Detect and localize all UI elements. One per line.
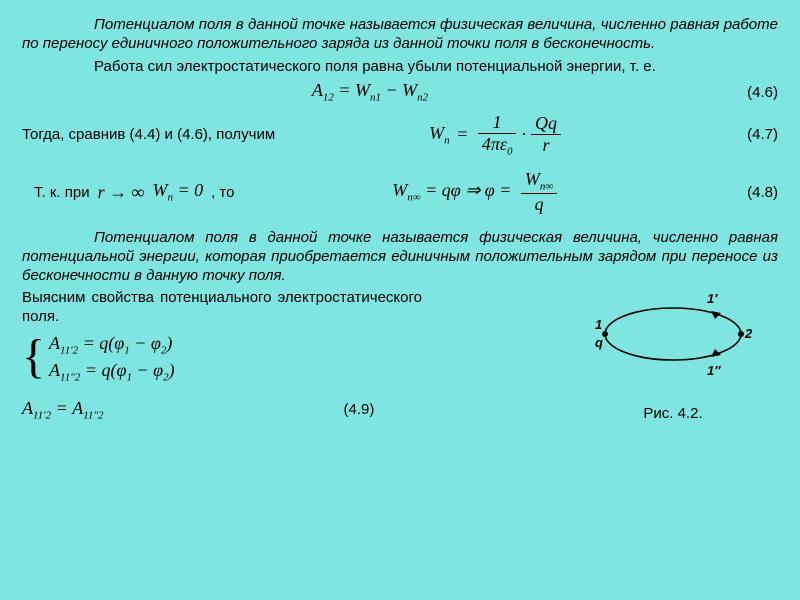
equation-4-8-number: (4.8) — [718, 184, 778, 201]
equation-system: { A11′2 = q(φ1 − φ2) A11″2 = q(φ1 − φ2) — [22, 333, 568, 384]
figure-4-2-caption: Рис. 4.2. — [568, 405, 778, 422]
svg-text:1: 1 — [595, 317, 602, 332]
eq48-sep: , то — [211, 184, 234, 201]
equation-4-6-row: A12 = Wп1 − Wп2 (4.6) — [22, 80, 778, 104]
equation-4-7-label: Тогда, сравнив (4.4) и (4.6), получим — [22, 126, 275, 143]
svg-text:1′: 1′ — [707, 291, 718, 306]
definition-2: Потенциалом поля в данной точке называет… — [22, 229, 778, 285]
eq48-den: q — [521, 194, 557, 215]
equation-4-8-row: Т. к. при r → ∞ Wп = 0 , то Wп∞ = qφ ⇒ φ… — [22, 169, 778, 215]
eq47-den2: r — [531, 135, 561, 156]
equation-4-6: A12 = Wп1 − Wп2 — [312, 80, 428, 104]
equation-4-7-row: Тогда, сравнив (4.4) и (4.6), получим Wп… — [22, 112, 778, 158]
figure-4-2-diagram: 1 q 2 1′ 1″ — [583, 289, 763, 379]
eq47-num1: 1 — [478, 112, 517, 134]
svg-text:q: q — [595, 335, 603, 350]
equation-4-7-number: (4.7) — [718, 126, 778, 143]
equation-4-9-number: (4.9) — [344, 401, 375, 418]
equation-4-7: Wп = 1 4πε0 · Qq r — [429, 112, 564, 158]
eq48-prefix: Т. к. при — [34, 184, 90, 201]
explore-properties: Выясним свойства потенциального электрос… — [22, 289, 422, 327]
svg-text:2: 2 — [744, 326, 753, 341]
equation-4-8: Wп∞ = qφ ⇒ φ = Wп∞ q — [392, 169, 560, 215]
eq47-num2: Qq — [531, 113, 561, 135]
system-line-2: A11″2 = q(φ1 − φ2) — [49, 360, 175, 384]
svg-text:1″: 1″ — [707, 363, 721, 378]
definition-1: Потенциалом поля в данной точке называет… — [22, 16, 778, 54]
eq48-zero: Wп = 0 — [152, 180, 203, 204]
system-line-1: A11′2 = q(φ1 − φ2) — [49, 333, 175, 357]
work-statement: Работа сил электростатического поля равн… — [22, 58, 778, 77]
eq48-cond: r → ∞ — [98, 182, 145, 203]
equation-4-9: A11′2 = A11″2 — [22, 398, 104, 422]
equation-4-6-number: (4.6) — [718, 84, 778, 101]
